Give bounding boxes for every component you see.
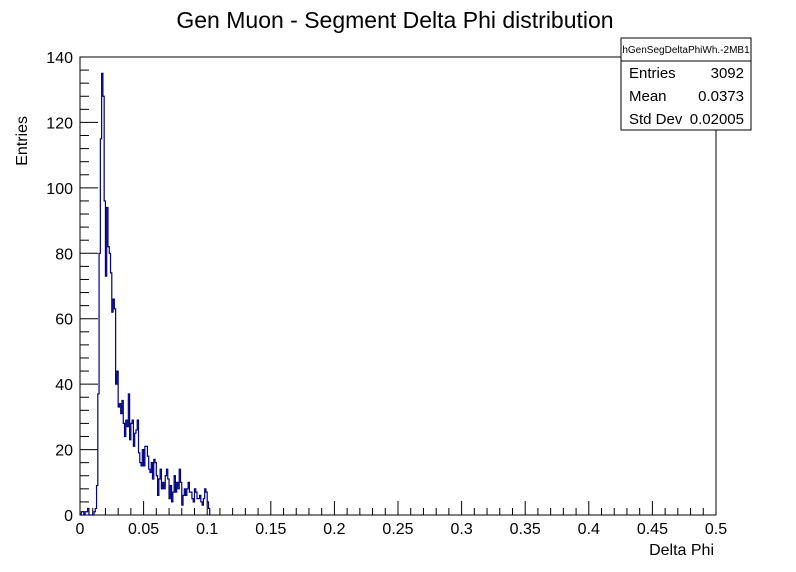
stats-mean-value: 0.0373 bbox=[698, 88, 744, 105]
x-axis-label: Delta Phi bbox=[649, 542, 714, 559]
x-tick-label: 0.25 bbox=[382, 521, 413, 538]
stats-entries-value: 3092 bbox=[711, 65, 744, 82]
stats-mean-label: Mean bbox=[629, 88, 667, 105]
stats-stddev-value: 0.02005 bbox=[690, 111, 744, 128]
stats-box-name: hGenSegDeltaPhiWh.-2MB1 bbox=[622, 45, 750, 56]
chart-title: Gen Muon - Segment Delta Phi distributio… bbox=[176, 7, 613, 33]
y-tick-label: 120 bbox=[46, 115, 73, 132]
x-tick-label: 0.2 bbox=[323, 521, 345, 538]
x-tick-label: 0.15 bbox=[255, 521, 286, 538]
stats-box-frame bbox=[620, 37, 752, 131]
y-tick-label: 60 bbox=[55, 312, 73, 329]
x-tick-label: 0 bbox=[76, 521, 85, 538]
y-tick-label: 20 bbox=[55, 443, 73, 460]
x-tick-label: 0.1 bbox=[196, 521, 218, 538]
stats-entries-label: Entries bbox=[629, 65, 676, 82]
x-tick-label: 0.4 bbox=[578, 521, 600, 538]
x-tick-label: 0.35 bbox=[510, 521, 541, 538]
x-tick-label: 0.05 bbox=[128, 521, 159, 538]
x-axis-tick-labels: 0 0.05 0.1 0.15 0.2 0.25 0.3 0.35 0.4 0.45 0.5 bbox=[76, 521, 728, 538]
stats-box: hGenSegDeltaPhiWh.-2MB1 Entries 3092 Mea… bbox=[620, 37, 752, 131]
histogram-line bbox=[80, 72, 211, 516]
x-tick-label: 0.45 bbox=[637, 521, 668, 538]
x-axis-ticks bbox=[79, 501, 717, 515]
y-tick-label: 100 bbox=[46, 181, 73, 198]
y-tick-label: 140 bbox=[46, 50, 73, 67]
x-tick-label: 0.5 bbox=[705, 521, 727, 538]
y-axis-label: Entries bbox=[14, 116, 31, 166]
y-tick-label: 0 bbox=[64, 508, 73, 525]
y-axis-ticks bbox=[80, 56, 98, 516]
x-tick-label: 0.3 bbox=[450, 521, 472, 538]
y-axis-tick-labels: 0 20 40 60 80 100 120 140 bbox=[46, 50, 73, 525]
stats-stddev-label: Std Dev bbox=[629, 111, 683, 128]
y-tick-label: 80 bbox=[55, 246, 73, 263]
y-tick-label: 40 bbox=[55, 377, 73, 394]
